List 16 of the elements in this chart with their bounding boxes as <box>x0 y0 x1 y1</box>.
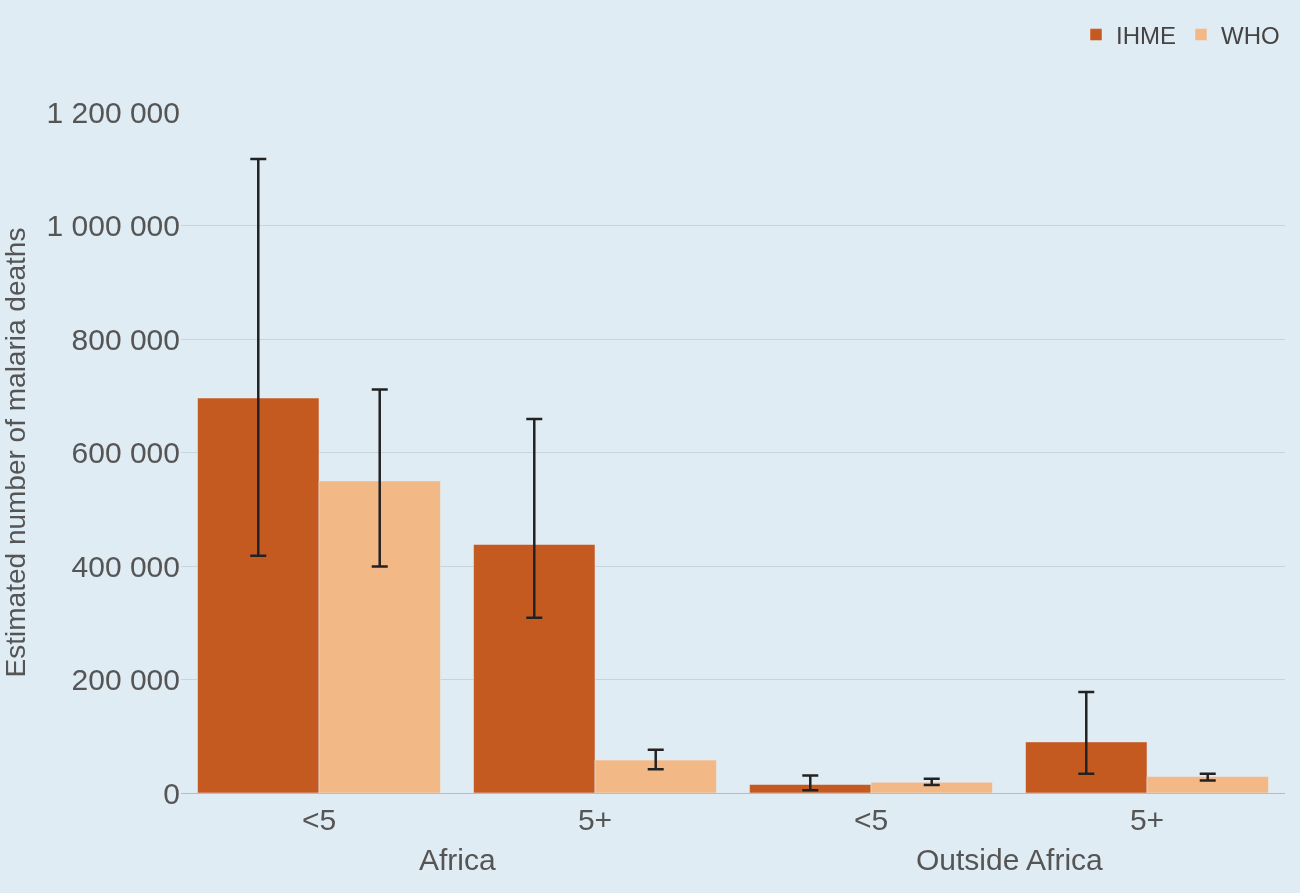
y-tick-label: 1 000 000 <box>46 209 180 242</box>
y-tick-label: 0 <box>163 776 180 810</box>
y-axis-title: Estimated number of malaria deaths <box>0 227 31 678</box>
y-tick-label: 800 000 <box>71 322 180 356</box>
legend-label: WHO <box>1221 21 1280 49</box>
x-tick-label: <5 <box>301 803 337 836</box>
text: Africa <box>419 843 496 876</box>
x-tick-label: 5+ <box>1129 803 1165 836</box>
y-tick-label: 1 200 000 <box>46 95 180 129</box>
x-tick-label: <5 <box>853 803 889 836</box>
y-tick-label: 200 000 <box>71 663 180 696</box>
text: Outside Africa <box>916 843 1104 876</box>
y-tick-label: 600 000 <box>71 436 180 469</box>
x-tick-label: 5+ <box>577 803 613 836</box>
y-tick-label: 400 000 <box>71 549 180 583</box>
legend-label: IHME <box>1116 21 1176 49</box>
